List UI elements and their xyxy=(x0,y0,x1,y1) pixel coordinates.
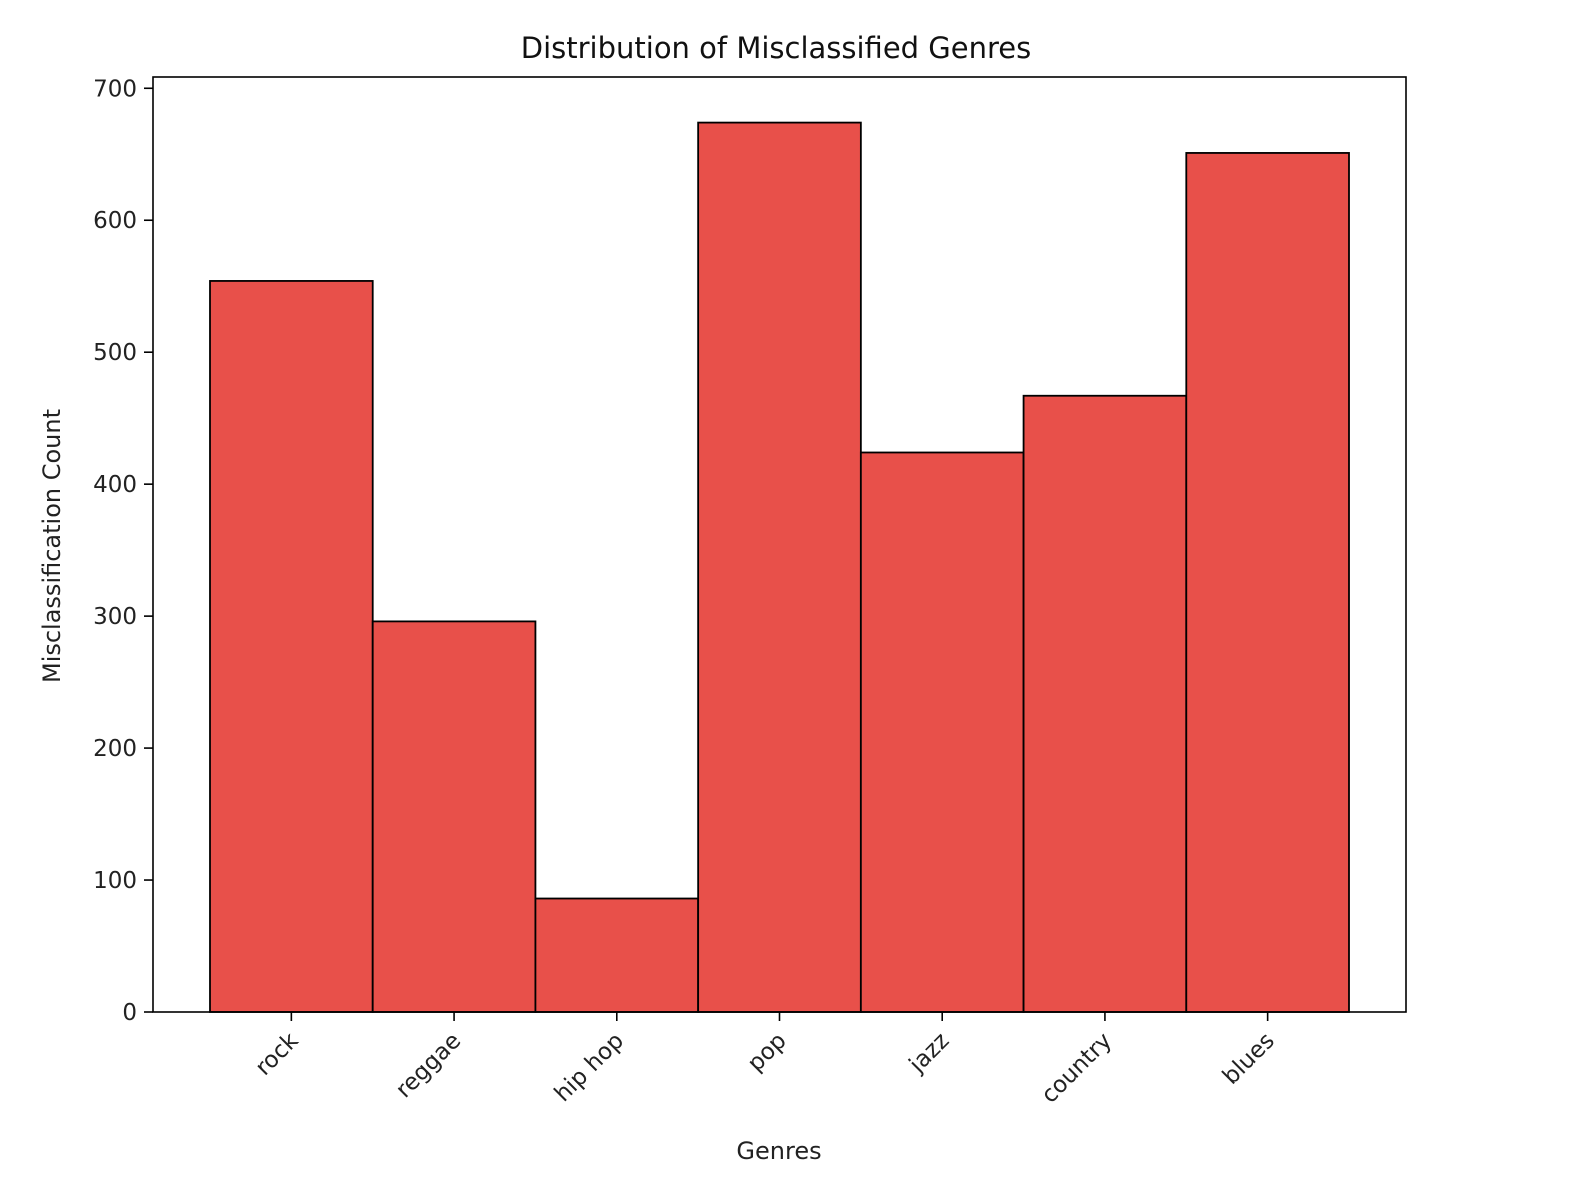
bar-hip-hop xyxy=(534,897,700,1013)
bar-country xyxy=(1022,394,1188,1013)
y-tick-label: 100 xyxy=(93,868,137,894)
bar-blues xyxy=(1185,152,1350,1013)
x-tick-label: hip hop xyxy=(550,1028,629,1107)
bar-pop xyxy=(697,121,862,1013)
y-tick-label: 400 xyxy=(93,472,137,498)
bar-jazz xyxy=(859,451,1025,1013)
y-tick-label: 0 xyxy=(122,1000,137,1026)
x-tick-label: blues xyxy=(1218,1028,1280,1090)
x-axis: rock reggae hip hop pop jazz country blues xyxy=(251,1012,1280,1108)
x-axis-label: Genres xyxy=(736,1137,821,1165)
bars-layer xyxy=(209,121,1350,1013)
y-tick-label: 500 xyxy=(93,340,137,366)
x-tick-label: pop xyxy=(743,1028,792,1077)
x-tick-label: rock xyxy=(251,1027,305,1081)
y-axis-label: Misclassification Count xyxy=(38,409,66,683)
y-tick-label: 300 xyxy=(93,604,137,630)
x-tick-label: jazz xyxy=(904,1028,955,1079)
y-axis: 0 100 200 300 400 500 600 700 xyxy=(93,76,153,1026)
chart-title: Distribution of Misclassified Genres xyxy=(521,31,1031,65)
x-tick-label: country xyxy=(1037,1028,1118,1109)
bar-reggae xyxy=(371,620,537,1013)
y-tick-label: 600 xyxy=(93,208,137,234)
y-tick-label: 200 xyxy=(93,736,137,762)
x-tick-label: reggae xyxy=(391,1028,466,1103)
bar-rock xyxy=(209,280,374,1013)
y-tick-label: 700 xyxy=(93,76,137,102)
